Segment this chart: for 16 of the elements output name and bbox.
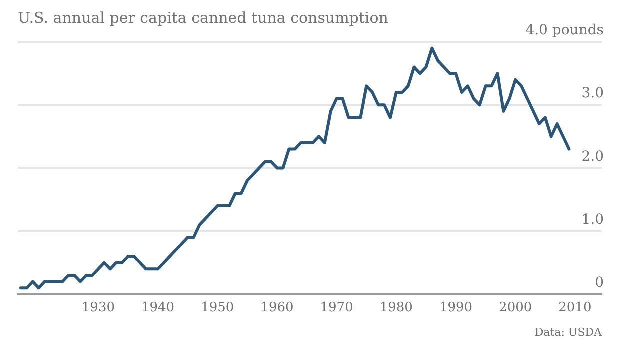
text: Data: USDA	[534, 326, 604, 339]
y-tick-label: 1.0	[582, 212, 604, 228]
x-tick-label: 1950	[201, 300, 234, 316]
x-tick-label: 1970	[320, 300, 354, 316]
x-tick-label: 2010	[558, 300, 592, 316]
x-tick-label: 1990	[439, 300, 473, 316]
chart-title: U.S. annual per capita canned tuna consumption	[18, 8, 389, 27]
x-tick-label: 1980	[380, 300, 413, 316]
x-tick-label: 1930	[82, 300, 115, 316]
x-tick-label: 1960	[260, 300, 294, 316]
y-tick-label: 4.0 pounds	[526, 22, 604, 39]
y-tick-label: 2.0	[582, 148, 604, 165]
x-tick-label: 2000	[499, 300, 532, 316]
y-tick-label: 3.0	[582, 86, 604, 102]
y-tick-label: 0	[595, 275, 604, 292]
x-tick-label: 1940	[141, 300, 175, 316]
